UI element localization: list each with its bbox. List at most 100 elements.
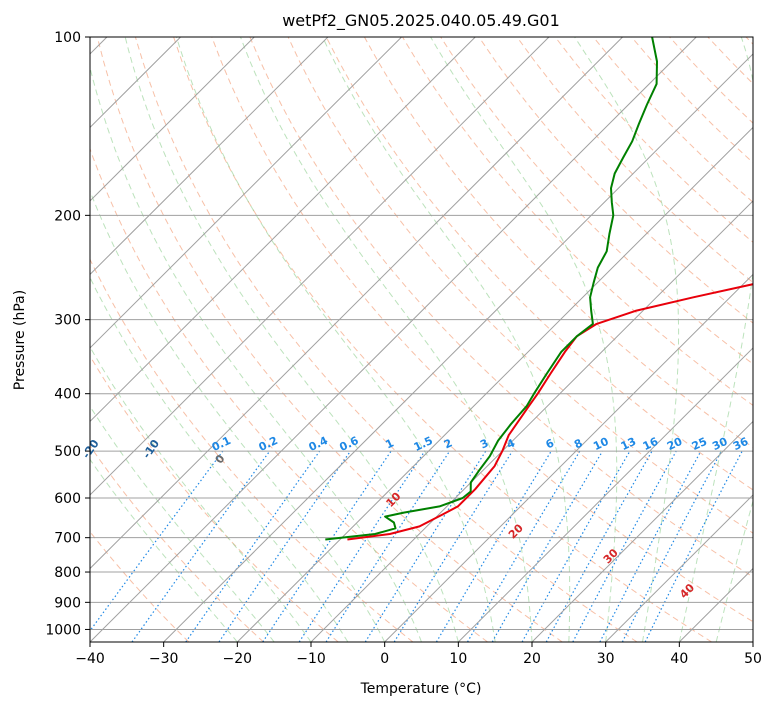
moist-adiabat-label: 20 [506,521,526,541]
dry-adiabat-line [90,530,190,642]
mixing-ratio-line [364,450,487,642]
mixing-ratio-label: 25 [690,435,709,453]
mixing-ratio-label: 36 [731,435,751,453]
dewpoint-line [325,37,658,541]
isotherm-line [163,53,753,642]
mixing-ratio-line [218,450,351,642]
profile-lines [325,37,753,541]
moist-adiabat-line [430,37,618,642]
chart-title: wetPf2_GN05.2025.040.05.49.G01 [282,11,560,31]
y-tick-label: 400 [54,387,81,403]
isotherm-line [90,37,476,423]
moist-adiabat-line [90,346,312,642]
mixing-ratio-label: 10 [591,435,611,453]
dry-adiabat-label: -20 [80,437,102,461]
isotherm-line [90,37,255,202]
x-tick-label: 10 [449,651,467,667]
dry-adiabat-line [707,37,753,85]
grid-layer [90,37,753,642]
dry-adiabat-line [287,37,753,534]
isotherm-line [90,37,402,349]
mixing-ratio-label: 6 [544,436,557,451]
isotherm-line [310,200,753,642]
mixing-ratio-line [545,450,653,642]
x-axis-label: Temperature (°C) [360,681,482,697]
y-tick-label: 900 [54,595,81,611]
mixing-ratio-label: 13 [619,435,638,453]
y-tick-label: 200 [54,208,81,224]
x-tick-label: −10 [296,651,326,667]
moist-adiabat-line [678,37,753,642]
isotherm-line [752,641,753,642]
y-tick-label: 300 [54,313,81,329]
moist-adiabat-line [240,37,533,642]
y-tick-label: 600 [54,491,81,507]
moist-adiabat-line [124,37,459,642]
dry-adiabat-line [516,37,753,284]
x-tick-label: 20 [523,651,541,667]
mixing-ratio-line [644,450,743,642]
dry-adiabat-line [96,37,563,642]
moist-adiabat-label: 30 [601,546,621,566]
isotherm-line [90,37,623,570]
mixing-ratio-line [131,450,271,642]
isotherm-line [605,494,753,642]
mixing-ratio-line [298,450,426,642]
adiabat-labels: 0.1 0.2 0.4 0.6 1 1.5 2 3 4 6 8 10 13 16 20 25 30 36-20 -1… [80,434,751,601]
isotherm-line [531,420,753,642]
moist-adiabat-line [90,189,386,642]
dry-adiabat-line [134,37,638,642]
y-tick-label: 100 [54,30,81,46]
moist-adiabat-line [90,405,275,642]
mixing-ratio-line [572,450,677,642]
mixing-ratio-line [393,450,513,642]
isotherm-line [236,126,753,642]
mixing-ratio-label: 16 [641,435,661,453]
y-tick-label: 700 [54,531,81,547]
dry-adiabat-line [592,37,753,203]
moist-adiabat-line [574,37,680,642]
mixing-ratio-line [599,450,702,642]
isotherm-line [384,273,753,642]
x-tick-label: 0 [380,651,389,667]
x-tick-label: −40 [75,651,105,667]
y-tick-label: 1000 [45,622,81,638]
x-tick-label: 40 [670,651,688,667]
isotherm-line [90,37,550,496]
dry-adiabat-line [249,37,753,578]
dry-adiabat-line [211,37,753,623]
mixing-ratio-line [325,450,451,642]
y-axis-label: Pressure (hPa) [12,290,28,390]
x-tick-label: 50 [744,651,762,667]
isotherm-line [90,37,329,276]
mixing-ratio-line [521,450,631,642]
isotherm-line [678,567,753,642]
x-tick-label: −30 [149,651,179,667]
axis-ticks: −40 −30 −20 −10 0 10 20 30 40 50 100 200 300 400 500 60… [45,30,762,667]
moist-adiabat-line [322,37,571,642]
mixing-ratio-label: 2 [442,436,454,451]
dry-adiabat-line [478,37,753,324]
mixing-ratio-line [435,450,552,642]
mixing-ratio-line [185,450,321,642]
dry-adiabat-line [669,37,753,124]
dry-adiabat-line [554,37,753,243]
mixing-ratio-label: 20 [665,435,685,453]
dry-adiabat-line [90,355,339,642]
dry-adiabat-line [325,37,753,491]
moist-adiabat-line [90,65,422,642]
dry-adiabat-line [745,37,753,45]
moist-adiabat-line [175,37,496,642]
mixing-ratio-line [90,450,224,632]
moist-adiabat-line [90,458,238,642]
plot-frame [89,36,754,643]
y-tick-label: 500 [54,444,81,460]
dry-adiabat-line [90,445,264,642]
x-tick-label: −20 [223,651,253,667]
y-tick-label: 800 [54,565,81,581]
mixing-ratio-label: 30 [710,435,730,453]
dry-adiabat-line [90,147,488,642]
isotherm-line [457,347,753,642]
mixing-ratio-line [262,450,392,642]
